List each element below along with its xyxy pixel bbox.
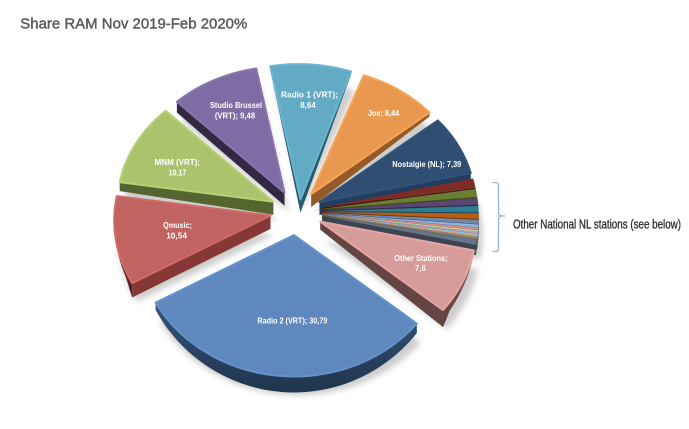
- svg-text:Radio 2 (VRT); 30,79: Radio 2 (VRT); 30,79: [257, 316, 327, 326]
- svg-text:Other National NL stations (se: Other National NL stations (see below): [513, 218, 681, 232]
- svg-text:7,6: 7,6: [415, 263, 426, 273]
- svg-text:10,54: 10,54: [166, 231, 187, 241]
- svg-text:Qmusic;: Qmusic;: [163, 220, 192, 230]
- svg-text:8,64: 8,64: [300, 100, 316, 110]
- svg-text:Nostalgie (NL); 7,39: Nostalgie (NL); 7,39: [392, 159, 461, 169]
- svg-text:Share RAM Nov 2019-Feb 2020%: Share RAM Nov 2019-Feb 2020%: [20, 17, 247, 33]
- svg-text:Other Stations;: Other Stations;: [394, 253, 447, 263]
- svg-text:10,17: 10,17: [169, 168, 187, 178]
- svg-text:MNM (VRT);: MNM (VRT);: [155, 157, 200, 167]
- svg-text:(VRT); 9,48: (VRT); 9,48: [215, 111, 256, 121]
- svg-text:Radio 1 (VRT);: Radio 1 (VRT);: [281, 90, 338, 100]
- svg-text:Studio Brussel: Studio Brussel: [210, 100, 262, 110]
- svg-text:Joe; 8,44: Joe; 8,44: [368, 108, 400, 118]
